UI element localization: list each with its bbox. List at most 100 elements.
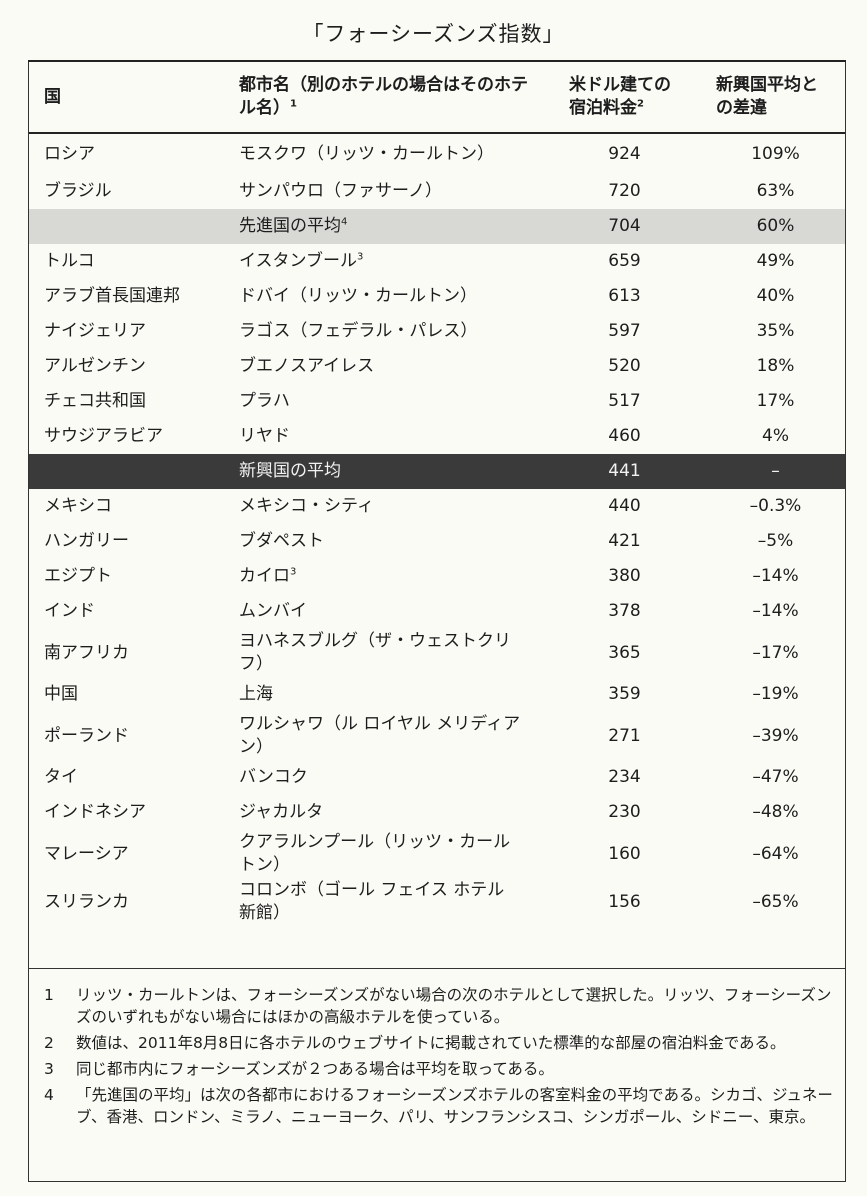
footnote-text: 同じ都市内にフォーシーズンズが２つある場合は平均を取ってある。 (76, 1060, 554, 1078)
footnote-text: 「先進国の平均」は次の各都市におけるフォーシーズンズホテルの客室料金の平均である… (76, 1086, 833, 1126)
city-cell: ヨハネスブルグ（ザ・ウェストクリフ） (239, 629, 561, 677)
country-cell: タイ (44, 767, 78, 787)
city-cell: メキシコ・シティ (239, 489, 561, 524)
city-cell: 上海 (239, 677, 561, 712)
country-cell: マレーシア (44, 843, 129, 864)
city-name: サンパウロ（ファサーノ） (239, 181, 442, 201)
footnote-ref: 3 (356, 251, 364, 263)
city-name: クアラルンプール（リッツ・カールトン） (239, 832, 511, 875)
city-cell: ワルシャワ（ル ロイヤル メリディアン） (239, 712, 561, 760)
header-price-sup: 2 (637, 98, 644, 110)
city-name: メキシコ・シティ (239, 496, 374, 516)
table-row: ハンガリー ブダペスト 421 –5% (29, 524, 845, 559)
country-cell: メキシコ (44, 496, 112, 516)
header-city: 都市名（別のホテルの場合はそのホテル名）1 (239, 62, 561, 134)
difference-cell: 109% (751, 143, 800, 164)
table-bottom-rule (29, 968, 845, 969)
price-cell: 160 (608, 843, 641, 864)
difference-cell: 35% (756, 321, 795, 341)
header-country: 国 (29, 62, 239, 134)
footnote: 2 数値は、2011年8月8日に各ホテルのウェブサイトに掲載されていた標準的な部… (44, 1032, 834, 1054)
country-cell: アラブ首長国連邦 (44, 286, 180, 306)
country-cell: スリランカ (44, 891, 129, 912)
city-name: モスクワ（リッツ・カールトン） (239, 143, 494, 164)
city-name: ブダペスト (239, 531, 324, 551)
country-cell: ブラジル (44, 181, 112, 201)
country-cell (29, 454, 239, 489)
table-row: 南アフリカ ヨハネスブルグ（ザ・ウェストクリフ） 365 –17% (29, 629, 845, 677)
country-cell: ナイジェリア (44, 321, 146, 341)
difference-cell: 40% (756, 286, 795, 306)
country-cell: ロシア (44, 143, 95, 164)
footnote-number: 4 (44, 1086, 54, 1104)
price-cell: 597 (608, 321, 641, 341)
price-cell: 230 (608, 802, 641, 822)
header-price: 米ドル建ての宿泊料金2 (561, 62, 706, 134)
city-cell: ジャカルタ (239, 795, 561, 830)
city-name: リヤド (239, 426, 290, 446)
table-row: サウジアラビア リヤド 460 4% (29, 419, 845, 454)
city-cell: ラゴス（フェデラル・パレス） (239, 314, 561, 349)
top-rule (28, 60, 846, 62)
table-row: タイ バンコク 234 –47% (29, 760, 845, 795)
emerging-average-row: 新興国の平均 441– (29, 454, 845, 489)
price-cell: 460 (608, 426, 641, 446)
price-cell: 234 (608, 767, 641, 787)
table-row: アルゼンチン ブエノスアイレス 520 18% (29, 349, 845, 384)
difference-cell: 17% (756, 391, 795, 411)
price-cell: 380 (608, 566, 641, 586)
table-body: ロシア モスクワ（リッツ・カールトン） 924 109% ブラジル サンパウロ（ファサーノ… (29, 133, 845, 926)
price-cell: 520 (608, 356, 641, 376)
developed-average-row: 先進国の平均4 704 60% (29, 209, 845, 244)
table-row: トルコ イスタンブール3 659 49% (29, 244, 845, 279)
city-name: 先進国の平均 (239, 216, 341, 236)
footnote-text: リッツ・カールトンは、フォーシーズンズがない場合の次のホテルとして選択した。リッ… (76, 986, 832, 1026)
city-cell: 先進国の平均4 (239, 209, 561, 244)
table-row: エジプト カイロ3 380 –14% (29, 559, 845, 594)
city-cell: リヤド (239, 419, 561, 454)
difference-cell: 18% (756, 356, 795, 376)
footnote-number: 3 (44, 1060, 54, 1078)
four-seasons-index-table: 国 都市名（別のホテルの場合はそのホテル名）1 米ドル建ての宿泊料金2 新興国平… (29, 62, 845, 926)
table-row: チェコ共和国 プラハ 517 17% (29, 384, 845, 419)
footnote-number: 1 (44, 986, 54, 1004)
difference-cell: 60% (706, 209, 845, 244)
country-cell: 中国 (44, 684, 78, 704)
city-cell: ブエノスアイレス (239, 349, 561, 384)
city-name: ブエノスアイレス (239, 356, 375, 376)
footnotes: 1 リッツ・カールトンは、フォーシーズンズがない場合の次のホテルとして選択した。… (44, 984, 834, 1132)
city-name: ムンバイ (239, 601, 307, 621)
city-name: プラハ (239, 391, 290, 411)
footnote: 4 「先進国の平均」は次の各都市におけるフォーシーズンズホテルの客室料金の平均で… (44, 1084, 834, 1128)
city-name: ジャカルタ (239, 802, 324, 822)
city-cell: モスクワ（リッツ・カールトン） (239, 133, 561, 174)
table-row: インド ムンバイ 378 –14% (29, 594, 845, 629)
header-diff: 新興国平均との差違 (706, 62, 845, 134)
difference-cell: –65% (752, 891, 799, 912)
city-cell: バンコク (239, 760, 561, 795)
table-row: インドネシア ジャカルタ 230 –48% (29, 795, 845, 830)
table-row: ロシア モスクワ（リッツ・カールトン） 924 109% (29, 133, 845, 174)
difference-cell: 63% (756, 181, 795, 201)
difference-cell: –48% (752, 802, 799, 822)
header-city-sup: 1 (290, 98, 297, 110)
city-name: 新興国の平均 (239, 461, 341, 481)
price-cell: 359 (608, 684, 641, 704)
city-name: ドバイ（リッツ・カールトン） (239, 286, 477, 306)
table-row: メキシコ メキシコ・シティ 440 –0.3% (29, 489, 845, 524)
table-title: 「フォーシーズンズ指数」 (302, 22, 565, 46)
price-cell: 365 (608, 642, 641, 663)
difference-cell: 49% (756, 251, 795, 271)
city-name: コロンボ（ゴール フェイス ホテル新館） (239, 880, 505, 923)
country-cell: ハンガリー (44, 531, 129, 551)
country-cell (29, 209, 239, 244)
country-cell: インド (44, 601, 95, 621)
city-cell: プラハ (239, 384, 561, 419)
table-row: アラブ首長国連邦 ドバイ（リッツ・カールトン） 613 40% (29, 279, 845, 314)
country-cell: トルコ (44, 251, 95, 271)
city-name: ヨハネスブルグ（ザ・ウェストクリフ） (239, 631, 511, 674)
city-cell: ドバイ（リッツ・カールトン） (239, 279, 561, 314)
table-row: スリランカ コロンボ（ゴール フェイス ホテル新館） 156 –65% (29, 878, 845, 926)
difference-cell: –64% (752, 843, 799, 864)
price-cell: 613 (608, 286, 641, 306)
